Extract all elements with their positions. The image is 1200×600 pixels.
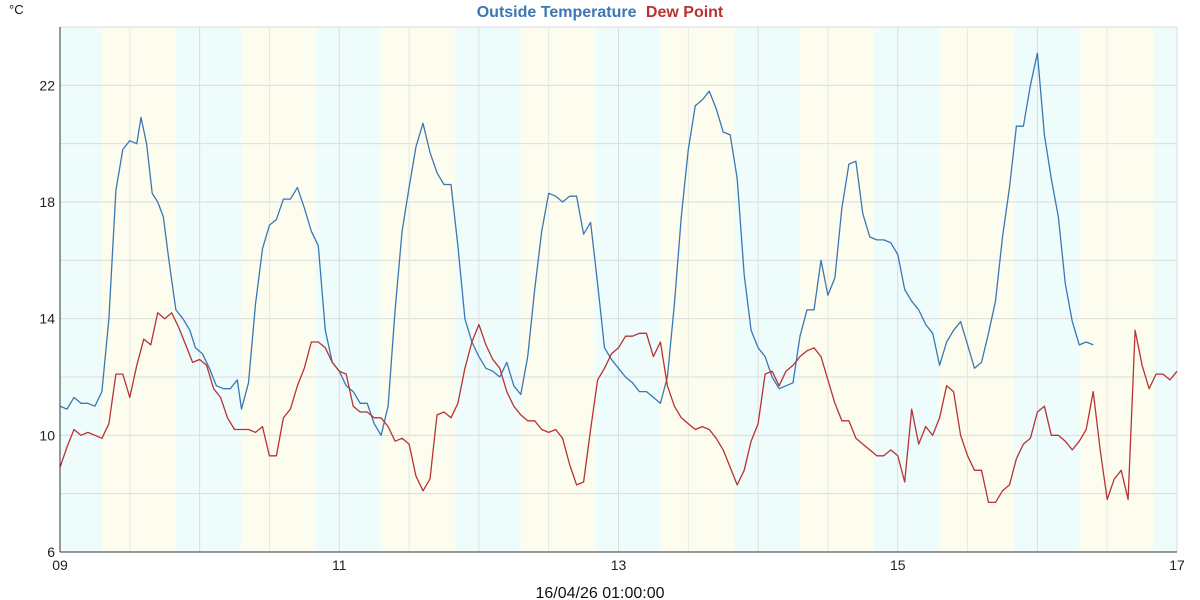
background-band — [1153, 27, 1177, 552]
background-band — [660, 27, 735, 552]
background-band — [241, 27, 316, 552]
title-dew-point: Dew Point — [646, 4, 724, 21]
axes — [59, 27, 1177, 553]
background-band — [874, 27, 940, 552]
chart-title: Outside Temperature Dew Point — [477, 4, 724, 21]
y-unit-label: °C — [9, 2, 24, 17]
background-band — [175, 27, 242, 552]
dew-point-line — [59, 312, 1178, 504]
y-tick-label: 6 — [47, 544, 55, 560]
background-band — [800, 27, 875, 552]
y-tick-label: 22 — [39, 77, 55, 93]
background-band — [1013, 27, 1080, 552]
background-band — [60, 27, 102, 552]
background-band — [315, 27, 382, 552]
title-outside-temperature: Outside Temperature — [477, 4, 637, 21]
footer-timestamp: 16/04/26 01:00:00 — [535, 585, 664, 600]
y-tick-label: 14 — [39, 311, 55, 327]
y-tick-label: 10 — [39, 427, 55, 443]
background-band — [594, 27, 661, 552]
y-tick-label: 18 — [39, 194, 55, 210]
x-tick-label: 17 — [1169, 557, 1185, 573]
outside-temperature-line — [59, 52, 1094, 436]
x-tick-label: 09 — [52, 557, 68, 573]
tick-labels: 6 10 14 18 22 09 11 13 15 17 — [39, 77, 1185, 573]
background-band — [939, 27, 1014, 552]
background-band — [101, 27, 176, 552]
background-band — [734, 27, 801, 552]
background-band — [1079, 27, 1154, 552]
series-lines — [59, 52, 1178, 504]
x-tick-label: 15 — [890, 557, 906, 573]
background-band — [381, 27, 456, 552]
background-band — [520, 27, 595, 552]
background-band — [455, 27, 521, 552]
x-tick-label: 13 — [611, 557, 627, 573]
x-tick-label: 11 — [332, 557, 347, 573]
